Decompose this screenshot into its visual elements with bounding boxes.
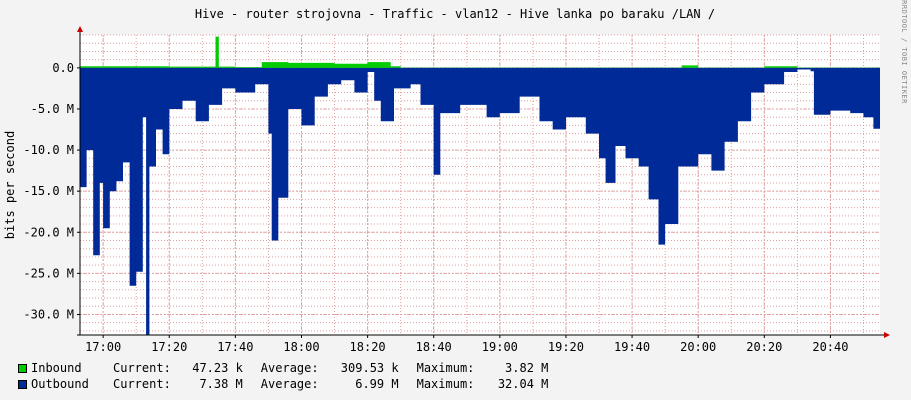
x-axis-arrow xyxy=(884,332,890,338)
x-tick-label: 19:20 xyxy=(548,340,584,354)
legend-current-value: 7.38 M xyxy=(199,377,243,391)
chart-title: Hive - router strojovna - Traffic - vlan… xyxy=(195,7,715,21)
x-tick-label: 18:40 xyxy=(416,340,452,354)
y-tick-label: -15.0 M xyxy=(23,184,74,198)
y-tick-labels: 0.0 -5.0 M -10.0 M -15.0 M -20.0 M -25.0 M -30… xyxy=(23,61,80,321)
y-tick-label: -5.0 M xyxy=(31,102,74,116)
legend-swatch-outbound xyxy=(18,379,27,389)
x-tick-label: 20:00 xyxy=(680,340,716,354)
x-tick-label: 19:40 xyxy=(614,340,650,354)
x-tick-label: 17:00 xyxy=(85,340,121,354)
x-tick-labels: 17:00 17:20 17:40 18:00 18:20 18:40 19:00 19:20… xyxy=(85,335,848,354)
x-tick-label: 18:00 xyxy=(283,340,319,354)
legend-maximum-label: Maximum: xyxy=(416,377,475,391)
legend-maximum-value: 32.04 M xyxy=(497,377,549,391)
legend-average-label: Average: xyxy=(260,361,319,375)
x-tick-label: 18:20 xyxy=(350,340,386,354)
legend-current-label: Current: xyxy=(113,361,171,375)
y-tick-label: 0.0 xyxy=(52,61,74,75)
axes xyxy=(77,26,890,338)
legend-average-value: 309.53 k xyxy=(340,361,399,375)
legend-row-outbound: Outbound Current: 7.38 M Average: 6.99 M Maxi… xyxy=(18,376,548,392)
y-axis-label: bits per second xyxy=(3,131,17,239)
x-tick-label: 20:40 xyxy=(812,340,848,354)
y-tick-label: -20.0 M xyxy=(23,225,74,239)
legend-current-value: 47.23 k xyxy=(192,361,243,375)
legend-series-name: Inbound xyxy=(31,361,82,375)
legend-maximum-value: 3.82 M xyxy=(505,361,549,375)
legend-average-value: 6.99 M xyxy=(355,377,399,391)
x-tick-label: 17:40 xyxy=(217,340,253,354)
legend-series-name: Outbound xyxy=(31,377,89,391)
y-axis-arrow xyxy=(77,26,83,32)
legend-row-inbound: Inbound Current: 47.23 k Average: 309.53 k Ma… xyxy=(18,360,548,376)
legend-maximum-label: Maximum: xyxy=(416,361,475,375)
y-tick-label: -10.0 M xyxy=(23,143,74,157)
legend-average-label: Average: xyxy=(260,377,319,391)
x-tick-label: 17:20 xyxy=(151,340,187,354)
series-area-outbound xyxy=(80,67,880,336)
x-tick-label: 19:00 xyxy=(482,340,518,354)
y-tick-label: -25.0 M xyxy=(23,266,74,280)
y-tick-label: -30.0 M xyxy=(23,307,74,321)
series-layer xyxy=(80,36,880,336)
legend-swatch-inbound xyxy=(18,363,27,373)
rrdtool-watermark: RRDTOOL / TOBI OETIKER xyxy=(900,0,908,104)
chart-legend: Inbound Current: 47.23 k Average: 309.53 k Ma… xyxy=(18,360,548,392)
legend-current-label: Current: xyxy=(113,377,171,391)
x-tick-label: 20:20 xyxy=(746,340,782,354)
